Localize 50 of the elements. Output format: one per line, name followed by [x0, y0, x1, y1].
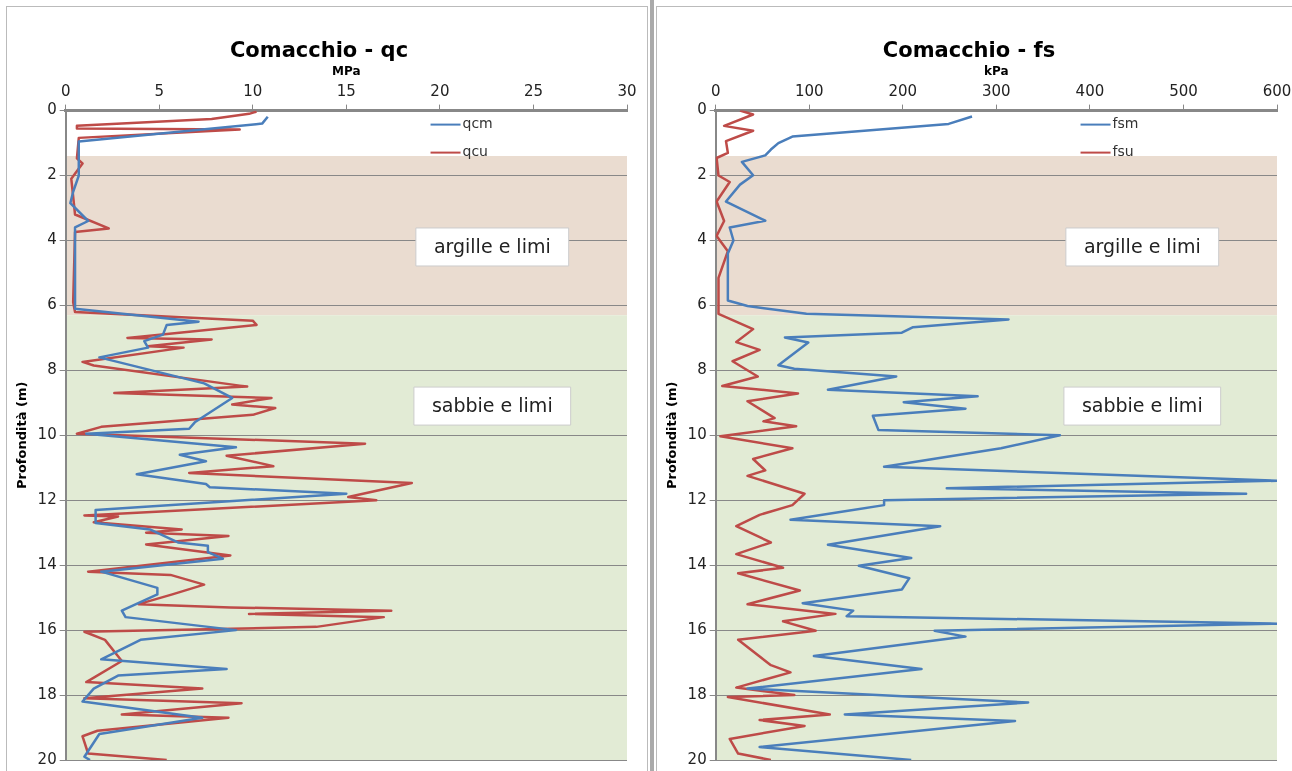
band-label: sabbie e limi: [431, 394, 553, 417]
y-tick-label: 8: [697, 360, 707, 379]
y-tick-label: 12: [37, 490, 57, 509]
x-tick-label: 600: [1262, 82, 1292, 101]
y-tick-label: 16: [687, 620, 707, 639]
band-label: argille e limi: [433, 234, 551, 257]
band-label: sabbie e limi: [1081, 394, 1203, 417]
legend-label: qcu: [462, 143, 489, 160]
y-tick-label: 8: [47, 360, 57, 379]
x-tick-label: 500: [1169, 82, 1198, 101]
x-tick-label: 100: [794, 82, 824, 101]
legend-label: fsu: [1112, 143, 1134, 160]
legend-label: fsm: [1112, 115, 1139, 132]
y-tick-label: 4: [697, 230, 707, 249]
x-tick-label: 400: [1075, 82, 1105, 101]
legend-label: qcm: [462, 115, 493, 132]
y-tick-label: 10: [37, 425, 57, 444]
x-axis-title: MPa: [332, 63, 361, 78]
y-tick-label: 6: [47, 295, 57, 314]
y-tick-label: 0: [47, 100, 57, 119]
chart-title: Comacchio - qc: [229, 38, 409, 63]
x-axis-title: kPa: [984, 63, 1009, 78]
x-tick-label: 300: [982, 82, 1011, 101]
y-tick-label: 12: [687, 490, 707, 509]
y-tick-label: 2: [47, 165, 57, 184]
x-tick-label: 20: [430, 82, 450, 101]
y-tick-label: 14: [687, 555, 707, 574]
y-tick-label: 20: [37, 749, 57, 768]
y-axis-title: Profondità (m): [14, 381, 30, 490]
x-tick-label: 5: [154, 82, 165, 101]
band-label: argille e limi: [1083, 234, 1201, 257]
x-tick-label: 15: [336, 82, 356, 101]
y-tick-label: 10: [687, 425, 707, 444]
y-axis-title: Profondità (m): [664, 381, 680, 490]
y-tick-label: 2: [697, 165, 707, 184]
x-tick-label: 0: [60, 82, 71, 101]
x-tick-label: 200: [888, 82, 918, 101]
x-tick-label: 25: [523, 82, 543, 101]
x-tick-label: 10: [243, 82, 263, 101]
y-tick-label: 14: [37, 555, 57, 574]
x-tick-label: 30: [617, 82, 637, 101]
y-tick-label: 18: [687, 684, 707, 703]
y-tick-label: 16: [37, 620, 57, 639]
y-tick-label: 18: [37, 684, 57, 703]
y-tick-label: 20: [687, 749, 707, 768]
y-tick-label: 6: [697, 295, 707, 314]
y-tick-label: 4: [47, 230, 57, 249]
y-tick-label: 0: [697, 100, 707, 119]
x-tick-label: 0: [710, 82, 721, 101]
chart-title: Comacchio - fs: [882, 38, 1056, 63]
